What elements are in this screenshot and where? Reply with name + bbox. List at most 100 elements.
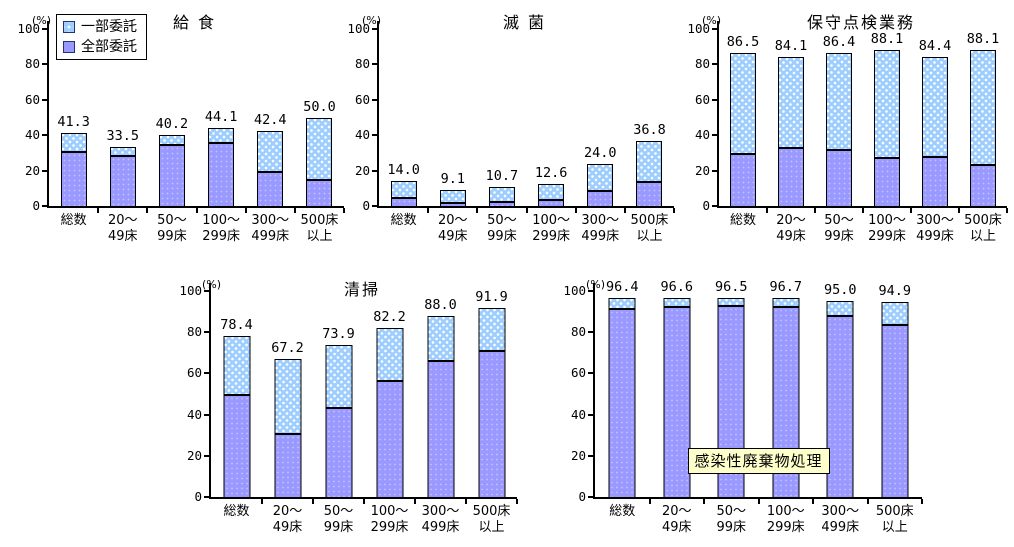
- x-category-label-line: 299床: [766, 520, 805, 535]
- legend: 一部委託 全部委託: [56, 14, 147, 60]
- stacked-bar: [274, 358, 301, 497]
- category-slot: 44.1 100〜 299床: [195, 29, 246, 244]
- x-category-label-line: 総数: [60, 213, 87, 228]
- stacked-bar: [208, 127, 235, 206]
- y-axis-tick-label: 40: [24, 127, 40, 143]
- x-category-label: 50〜 99床: [304, 504, 373, 536]
- x-category-label-line: 総数: [223, 504, 250, 519]
- bar-segment-partial-outsourcing: [110, 147, 135, 155]
- x-category-label-line: 99床: [716, 520, 747, 535]
- bar-value-label: 94.9: [878, 282, 911, 299]
- category-slot: 88.0 300〜 499床: [414, 291, 466, 535]
- x-category-label: 100〜 299床: [854, 213, 920, 245]
- x-category-label: 総数: [370, 213, 437, 229]
- stacked-bar: [587, 163, 614, 206]
- x-axis-tick-mark: [244, 208, 247, 213]
- y-axis-unit-label: (%): [586, 278, 606, 291]
- x-category-label-line: 99床: [157, 229, 187, 244]
- bar-segment-partial-outsourcing: [882, 302, 908, 325]
- bars-area: 86.5 総数 84.1 20〜 49床 86.4 50〜 99床 88.1 100〜 299床 84…: [719, 29, 1007, 244]
- x-category-label: 500床 以上: [286, 213, 353, 245]
- x-category-label-line: 49床: [776, 229, 806, 244]
- y-axis-tick-label: 100: [687, 21, 710, 36]
- bar-segment-full-outsourcing: [307, 179, 332, 206]
- y-axis-tick-label: 100: [563, 283, 586, 298]
- y-axis-tick-mark: [42, 28, 49, 30]
- stacked-bar: [390, 181, 417, 206]
- x-axis-tick-mark: [146, 208, 149, 213]
- bar-segment-partial-outsourcing: [718, 299, 744, 305]
- legend-item-partial: 一部委託: [63, 20, 137, 34]
- x-category-label: 500床 以上: [457, 504, 526, 536]
- bar-segment-full-outsourcing: [588, 190, 613, 206]
- x-category-label: 300〜 499床: [902, 213, 968, 245]
- stacked-bar: [922, 56, 948, 206]
- bar-segment-partial-outsourcing: [275, 359, 300, 434]
- y-axis-tick-label: 100: [347, 21, 370, 36]
- y-axis-tick-mark: [372, 98, 379, 101]
- x-category-label-line: 500床: [630, 213, 669, 228]
- x-category-label-line: 50〜: [323, 504, 354, 519]
- x-category-label-line: 20〜: [661, 504, 692, 519]
- category-slot: 10.7 50〜 99床: [476, 29, 526, 244]
- x-category-label: 100〜 299床: [188, 213, 255, 245]
- x-category-label-line: 299床: [370, 520, 409, 535]
- x-axis-tick-mark: [866, 499, 869, 504]
- y-axis-tick-label: 100: [17, 21, 40, 36]
- x-category-label: 300〜 499床: [804, 504, 877, 536]
- bar-segment-partial-outsourcing: [664, 299, 690, 307]
- bar-segment-full-outsourcing: [110, 154, 135, 206]
- category-slot: 82.2 100〜 299床: [363, 291, 415, 535]
- bar-value-label: 14.0: [387, 162, 420, 179]
- y-axis-tick-mark: [204, 454, 211, 457]
- bar-value-label: 82.2: [373, 308, 406, 325]
- bar-value-label: 41.3: [57, 113, 90, 130]
- x-category-label-line: 50〜: [157, 213, 187, 228]
- stacked-bar: [730, 52, 756, 206]
- bar-segment-partial-outsourcing: [971, 51, 995, 164]
- bar-value-label: 86.5: [726, 33, 760, 50]
- y-axis-tick-mark: [372, 205, 379, 207]
- y-axis-tick-mark: [204, 496, 211, 498]
- stacked-bar: [636, 140, 663, 206]
- x-category-label: 500床 以上: [616, 213, 683, 245]
- x-category-label-line: 以上: [478, 520, 505, 535]
- category-slot: 88.1 100〜 299床: [862, 29, 911, 244]
- x-axis-tick-mark: [673, 208, 675, 213]
- bar-segment-full-outsourcing: [428, 360, 453, 497]
- x-category-label-line: 20〜: [437, 213, 468, 228]
- category-slot: 96.4 総数: [595, 280, 650, 519]
- bar-segment-partial-outsourcing: [779, 58, 803, 148]
- bar-segment-partial-outsourcing: [875, 51, 899, 158]
- stacked-bar: [478, 307, 505, 497]
- bar-value-label: 96.5: [714, 279, 748, 296]
- x-axis-tick-mark: [958, 208, 960, 213]
- bars-area: 41.3 総数 33.5 20〜 49床 40.2 50〜 99床 44.1 100〜 299床 42…: [49, 29, 344, 244]
- y-axis-unit-label: (%): [32, 14, 52, 27]
- x-category-label: 50〜 99床: [468, 213, 535, 245]
- bar-value-label: 36.8: [633, 121, 666, 138]
- bar-segment-full-outsourcing: [923, 156, 947, 206]
- y-axis-tick-mark: [712, 28, 719, 30]
- x-category-label-line: 50〜: [824, 213, 854, 228]
- x-category-label-line: 300〜: [916, 213, 954, 228]
- x-category-label-line: 49床: [272, 520, 303, 535]
- chart-sterilization: (%) 滅 菌 0 20 40 60 80 100 14.0 総数 9.1 20〜 49床 10.7 50〜…: [335, 0, 675, 256]
- y-axis-tick-label: 60: [24, 91, 40, 107]
- y-axis-tick-mark: [712, 205, 719, 207]
- y-axis-tick-mark: [588, 372, 595, 375]
- x-category-label-line: 100〜: [532, 213, 571, 228]
- bar-segment-full-outsourcing: [159, 144, 184, 206]
- bar-value-label: 86.4: [822, 34, 856, 51]
- category-slot: 84.4 300〜 499床: [910, 29, 959, 244]
- x-category-label-line: 100〜: [868, 213, 906, 228]
- stacked-bar: [970, 50, 996, 206]
- y-axis-tick-label: 80: [24, 56, 40, 72]
- x-axis-tick-mark: [363, 499, 365, 504]
- bar-value-label: 88.1: [966, 31, 1000, 48]
- y-axis-tick-mark: [372, 63, 379, 66]
- y-axis-tick-label: 100: [179, 283, 202, 298]
- bar-segment-partial-outsourcing: [731, 53, 755, 153]
- bar-segment-full-outsourcing: [779, 147, 803, 206]
- x-category-label-line: 300〜: [421, 504, 460, 519]
